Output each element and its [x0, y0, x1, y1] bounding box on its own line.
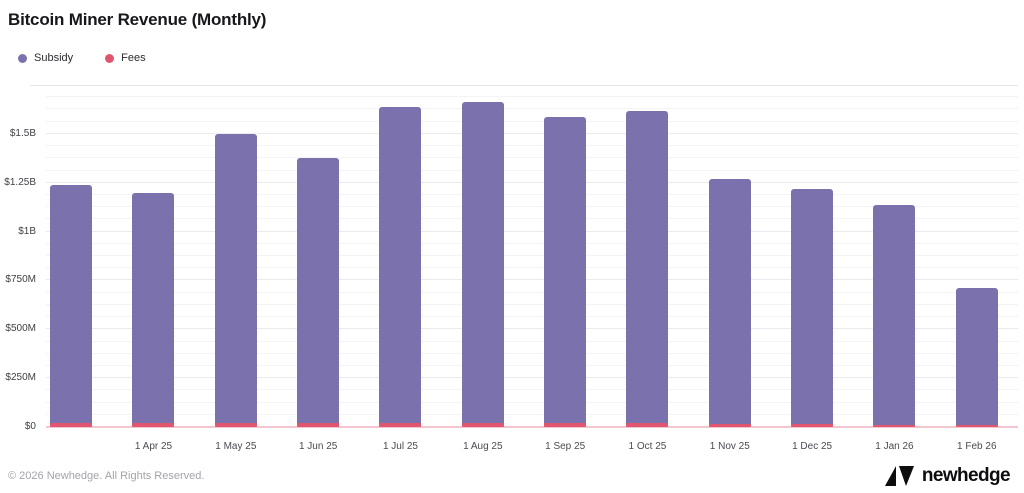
x-axis-label: 1 Dec 25	[792, 441, 833, 452]
bar-segment-fees[interactable]	[626, 423, 669, 427]
x-axis-label: 1 Jun 25	[298, 441, 338, 452]
legend-item-label: Fees	[121, 52, 146, 64]
bar-column	[359, 86, 441, 427]
x-axis-label: 1 Jul 25	[382, 441, 418, 452]
bar-segment-fees[interactable]	[214, 423, 257, 427]
bar-segment-fees[interactable]	[955, 425, 998, 427]
bar-segment-subsidy[interactable]	[50, 184, 93, 424]
x-axis-label: 1 May 25	[215, 441, 257, 452]
x-axis-label	[30, 433, 112, 453]
bar-column	[771, 86, 853, 427]
bar[interactable]	[132, 193, 175, 427]
bar-segment-fees[interactable]	[297, 423, 340, 427]
bar-segment-subsidy[interactable]	[379, 106, 422, 424]
bar-column	[442, 86, 524, 427]
x-axis-label: 1 Sep 25	[545, 441, 586, 452]
plot-area	[30, 85, 1018, 428]
bar-segment-fees[interactable]	[379, 423, 422, 427]
bar-segment-fees[interactable]	[791, 424, 834, 427]
bar-segment-subsidy[interactable]	[626, 111, 669, 424]
x-axis-label: 1 Aug 25	[463, 441, 503, 452]
x-axis-label: 1 Apr 25	[134, 441, 173, 452]
chart-title: Bitcoin Miner Revenue (Monthly)	[8, 10, 267, 29]
bar-segment-fees[interactable]	[132, 423, 175, 427]
bar[interactable]	[544, 117, 587, 427]
bar-segment-subsidy[interactable]	[297, 158, 340, 424]
bar-segment-subsidy[interactable]	[214, 133, 257, 424]
bar-column	[936, 86, 1018, 427]
bar[interactable]	[873, 205, 916, 427]
bar-segment-subsidy[interactable]	[132, 193, 175, 424]
newhedge-logo-icon	[884, 466, 914, 486]
y-axis-label: $750M	[5, 274, 36, 286]
bar-column	[524, 86, 606, 427]
legend-item-label: Subsidy	[34, 52, 74, 64]
bar[interactable]	[955, 288, 998, 427]
legend-dot-icon	[105, 53, 115, 63]
bar-segment-subsidy[interactable]	[708, 178, 751, 425]
y-axis-label: $0	[24, 421, 36, 432]
legend-dot-icon	[18, 53, 27, 63]
bar[interactable]	[461, 101, 504, 427]
x-axis-label: 1 Feb 26	[957, 441, 997, 452]
legend: Subsidy Fees	[18, 52, 146, 64]
bar-segment-subsidy[interactable]	[544, 117, 587, 424]
footer: © 2026 Newhedge. All Rights Reserved. ne…	[0, 458, 1024, 493]
bar-segment-subsidy[interactable]	[461, 101, 504, 424]
x-axis: 1 Apr 25 1 May 25 1 Jun 25 1 Jul 25 1 Aug 25…	[30, 433, 1018, 453]
bar-segment-subsidy[interactable]	[791, 188, 834, 425]
bar-column	[195, 86, 277, 427]
bar-column	[606, 86, 688, 427]
y-axis-label: $500M	[5, 323, 36, 335]
bar-segment-fees[interactable]	[461, 423, 504, 427]
bar-column	[112, 86, 194, 427]
bar[interactable]	[379, 106, 422, 427]
bar-segment-fees[interactable]	[50, 423, 93, 427]
bar[interactable]	[214, 133, 257, 427]
bar[interactable]	[297, 158, 340, 427]
y-axis-label: $250M	[5, 372, 36, 384]
y-axis-label: $1B	[18, 225, 36, 237]
y-axis-label: $1.5B	[9, 127, 36, 139]
x-axis-label: 1 Oct 25	[628, 441, 667, 452]
bar-segment-fees[interactable]	[544, 423, 587, 427]
bar-segment-fees[interactable]	[873, 424, 916, 427]
bar-column	[30, 86, 112, 427]
bar-segment-subsidy[interactable]	[955, 288, 998, 426]
bar[interactable]	[708, 178, 751, 427]
legend-item-subsidy[interactable]: Subsidy	[18, 52, 73, 64]
bar[interactable]	[626, 111, 669, 427]
x-axis-label: 1 Nov 25	[709, 441, 750, 452]
bar[interactable]	[50, 184, 93, 427]
bar-segment-subsidy[interactable]	[873, 205, 916, 425]
bar-column	[853, 86, 935, 427]
bar[interactable]	[791, 188, 834, 427]
legend-item-fees[interactable]: Fees	[105, 52, 146, 64]
copyright-text: © 2026 Newhedge. All Rights Reserved.	[8, 469, 205, 482]
newhedge-logo[interactable]: newhedge	[884, 464, 1011, 487]
bar-column	[277, 86, 359, 427]
newhedge-logo-text: newhedge	[921, 464, 1011, 486]
x-axis-label: 1 Jan 26	[875, 441, 914, 452]
bar-segment-fees[interactable]	[708, 424, 751, 427]
y-axis-label: $1.25B	[4, 176, 36, 188]
y-axis: $0 $250M $500M $750M $1B $1.25B $1.5B	[0, 85, 38, 431]
bar-column	[689, 86, 771, 427]
